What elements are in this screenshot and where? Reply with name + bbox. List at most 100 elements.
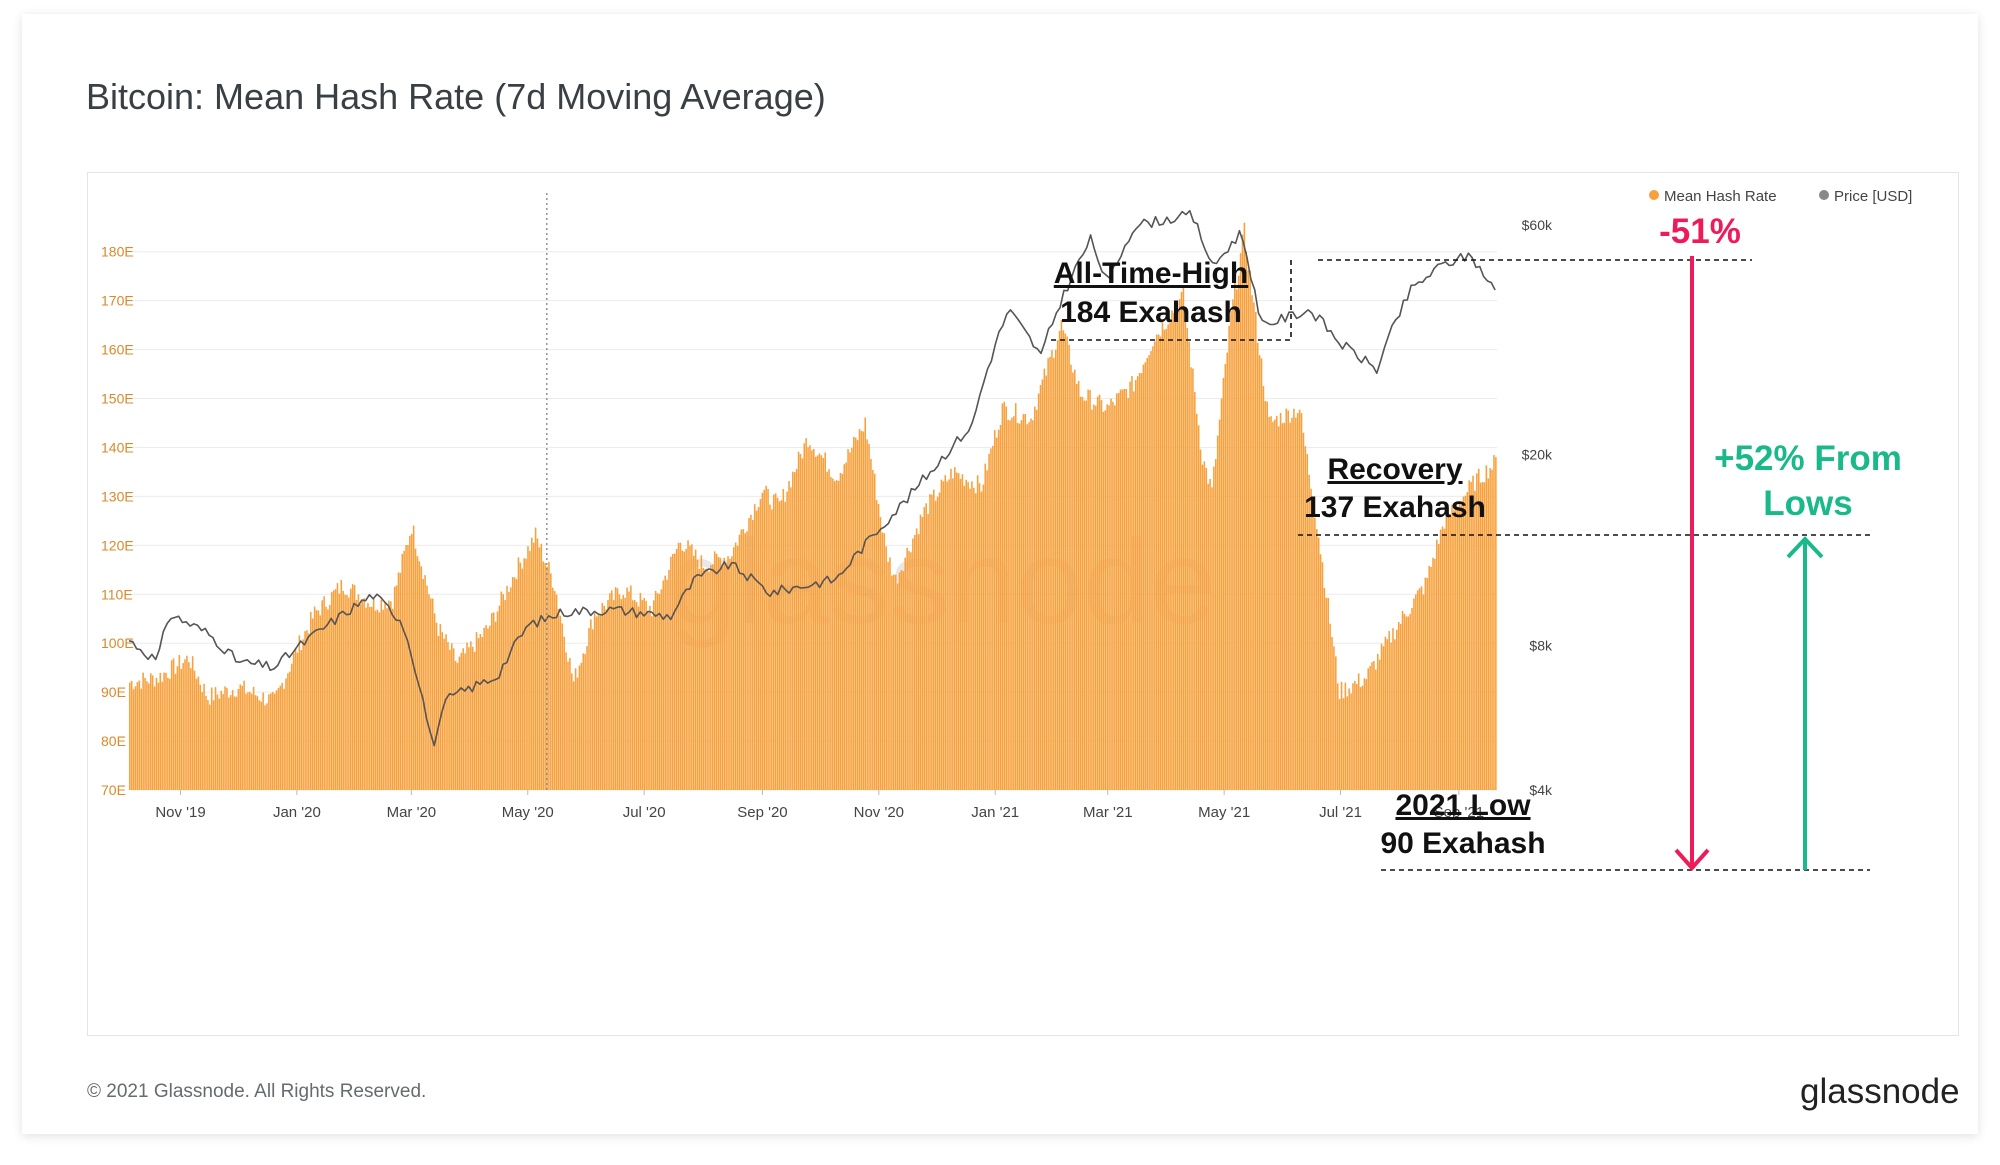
hash-rate-bar bbox=[599, 614, 602, 790]
hash-rate-bar bbox=[1115, 393, 1118, 790]
hash-rate-bar bbox=[1460, 505, 1463, 790]
hash-rate-bar bbox=[767, 489, 769, 790]
hash-rate-bar bbox=[757, 507, 760, 790]
hash-rate-bar bbox=[662, 580, 665, 790]
hash-rate-bar bbox=[1354, 680, 1356, 790]
hash-rate-bar bbox=[195, 678, 198, 790]
hash-rate-bar bbox=[300, 650, 303, 790]
hash-rate-bar bbox=[1310, 488, 1312, 790]
hash-rate-bar bbox=[292, 653, 295, 790]
hash-rate-bar bbox=[900, 570, 903, 790]
hash-rate-bar bbox=[1464, 495, 1467, 790]
hash-rate-bar bbox=[1056, 340, 1059, 790]
hash-rate-bar bbox=[1133, 391, 1135, 790]
hash-rate-bar bbox=[1112, 401, 1114, 790]
hash-rate-bar bbox=[1114, 405, 1116, 790]
hash-rate-bar bbox=[471, 646, 474, 790]
hash-rate-bar bbox=[1159, 336, 1162, 790]
hash-rate-bar bbox=[1420, 586, 1423, 790]
hash-rate-bar bbox=[178, 655, 181, 790]
hash-rate-bar bbox=[1260, 358, 1263, 790]
hash-rate-bar bbox=[1470, 482, 1472, 790]
hash-rate-bar bbox=[1411, 608, 1413, 790]
legend-hash-label[interactable]: Mean Hash Rate bbox=[1664, 188, 1777, 205]
hash-rate-bar bbox=[1270, 416, 1272, 790]
hash-rate-bar bbox=[635, 602, 638, 790]
rise-arrow: +52% From Lows bbox=[1714, 439, 1902, 870]
hash-rate-bar bbox=[348, 597, 350, 790]
hash-rate-bar bbox=[1365, 679, 1368, 790]
hash-rate-bar bbox=[910, 552, 912, 790]
hash-rate-bar bbox=[1397, 622, 1400, 790]
y-left-tick-label: 160E bbox=[101, 342, 134, 358]
hash-rate-bar bbox=[1091, 409, 1093, 790]
hash-rate-bar bbox=[1136, 376, 1139, 790]
brand-logo[interactable]: glassnode bbox=[1800, 1072, 1960, 1111]
hash-rate-bar bbox=[182, 663, 184, 790]
hash-rate-bar bbox=[761, 492, 764, 790]
hash-rate-bar bbox=[148, 683, 150, 790]
hash-rate-bar bbox=[363, 598, 365, 790]
hash-rate-bar bbox=[771, 509, 773, 790]
hash-rate-bar bbox=[893, 574, 895, 790]
hash-rate-bar bbox=[144, 677, 146, 790]
hash-rate-bar bbox=[1070, 364, 1072, 790]
hash-rate-bar bbox=[944, 475, 947, 790]
hash-rate-bar bbox=[656, 593, 659, 790]
hash-rate-bar bbox=[1154, 341, 1156, 790]
hash-rate-bar bbox=[790, 487, 792, 790]
hash-rate-bar bbox=[557, 608, 560, 790]
hash-rate-bar bbox=[1024, 413, 1027, 790]
hash-rate-bar bbox=[721, 566, 724, 790]
hash-rate-bar bbox=[679, 542, 682, 790]
hash-rate-bar bbox=[1068, 344, 1070, 790]
hash-rate-bar bbox=[1045, 375, 1048, 790]
hash-rate-bar bbox=[1013, 416, 1015, 790]
hash-rate-bar bbox=[946, 481, 948, 790]
hash-rate-bar bbox=[477, 638, 480, 790]
hash-rate-bar bbox=[1161, 322, 1164, 790]
hash-rate-bar bbox=[1205, 467, 1208, 790]
hash-rate-bar bbox=[708, 571, 710, 790]
hash-rate-bar bbox=[1338, 699, 1341, 790]
drop-arrow-head bbox=[1674, 848, 1710, 872]
hash-rate-bar bbox=[203, 683, 205, 790]
hash-rate-bar bbox=[470, 641, 472, 790]
legend-price-label[interactable]: Price [USD] bbox=[1834, 188, 1912, 205]
hash-rate-bar bbox=[161, 681, 163, 790]
hash-rate-bar bbox=[1064, 333, 1067, 790]
hash-rate-bar bbox=[1243, 222, 1246, 790]
hash-rate-bar bbox=[271, 691, 274, 790]
hash-rate-bar bbox=[491, 613, 493, 790]
hash-rate-bar bbox=[226, 687, 228, 790]
hash-rate-bar bbox=[565, 652, 567, 790]
hash-rate-bar bbox=[651, 616, 653, 790]
hash-rate-bar bbox=[262, 692, 264, 790]
hash-rate-bar bbox=[1445, 512, 1448, 790]
hash-rate-bar bbox=[820, 455, 823, 790]
hash-rate-bar bbox=[521, 568, 524, 790]
hash-rate-bar bbox=[504, 600, 506, 790]
hash-rate-bar bbox=[1108, 405, 1110, 790]
hash-rate-bar bbox=[220, 690, 223, 790]
hash-rate-bar bbox=[456, 662, 459, 790]
hash-rate-bar bbox=[450, 643, 453, 790]
hash-rate-bar bbox=[912, 538, 914, 790]
hash-rate-bar bbox=[1110, 398, 1112, 790]
hash-rate-bar bbox=[929, 494, 931, 790]
hash-rate-bar bbox=[853, 436, 855, 790]
hash-rate-bar bbox=[1279, 412, 1282, 790]
hash-rate-bar bbox=[652, 600, 655, 790]
legend: Mean Hash Rate Price [USD] bbox=[1649, 188, 1912, 205]
hash-rate-bar bbox=[250, 693, 253, 790]
hash-rate-bar bbox=[801, 458, 804, 790]
hash-rate-bar bbox=[498, 605, 501, 790]
hash-rate-bar bbox=[252, 686, 255, 790]
ath-label: All-Time-High bbox=[1054, 257, 1248, 290]
hash-rate-bar bbox=[544, 563, 546, 790]
hash-rate-bar bbox=[529, 551, 531, 790]
hash-rate-bar bbox=[990, 448, 992, 790]
hash-rate-bar bbox=[919, 514, 922, 790]
hash-rate-bar bbox=[553, 591, 556, 790]
hash-rate-bar bbox=[696, 559, 699, 790]
